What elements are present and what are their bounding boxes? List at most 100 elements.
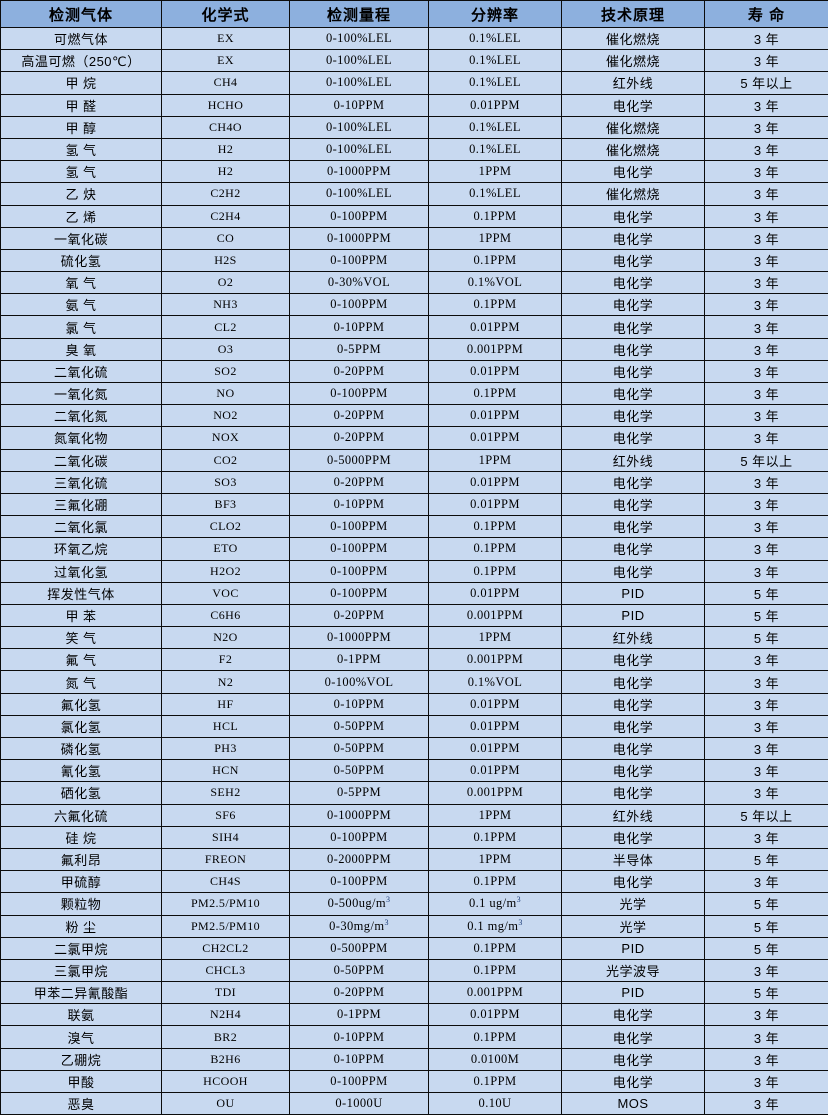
cell-life: 3 年 bbox=[705, 338, 828, 360]
cell-resolution: 0.01PPM bbox=[429, 427, 562, 449]
cell-life: 5 年 bbox=[705, 915, 828, 937]
cell-formula: N2H4 bbox=[162, 1004, 290, 1026]
cell-life: 3 年 bbox=[705, 560, 828, 582]
cell-gas: 氧 气 bbox=[1, 272, 162, 294]
cell-life: 3 年 bbox=[705, 360, 828, 382]
cell-range: 0-10PPM bbox=[290, 693, 429, 715]
cell-formula: CH4 bbox=[162, 72, 290, 94]
cell-resolution: 0.1%LEL bbox=[429, 116, 562, 138]
cell-gas: 氰化氢 bbox=[1, 760, 162, 782]
cell-formula: C6H6 bbox=[162, 604, 290, 626]
cell-resolution: 0.01PPM bbox=[429, 360, 562, 382]
cell-range: 0-50PPM bbox=[290, 738, 429, 760]
cell-formula: O2 bbox=[162, 272, 290, 294]
cell-life: 5 年以上 bbox=[705, 72, 828, 94]
cell-gas: 氮氧化物 bbox=[1, 427, 162, 449]
cell-formula: NOX bbox=[162, 427, 290, 449]
cell-life: 3 年 bbox=[705, 871, 828, 893]
cell-resolution: 0.1%LEL bbox=[429, 28, 562, 50]
cell-range: 0-50PPM bbox=[290, 715, 429, 737]
cell-formula: SEH2 bbox=[162, 782, 290, 804]
cell-tech: 光学 bbox=[562, 915, 705, 937]
cell-resolution: 0.001PPM bbox=[429, 604, 562, 626]
unit-exponent: 3 bbox=[517, 895, 521, 904]
cell-gas: 三氟化硼 bbox=[1, 493, 162, 515]
cell-life: 3 年 bbox=[705, 693, 828, 715]
cell-gas: 可燃气体 bbox=[1, 28, 162, 50]
cell-life: 3 年 bbox=[705, 826, 828, 848]
cell-tech: PID bbox=[562, 982, 705, 1004]
cell-life: 5 年 bbox=[705, 848, 828, 870]
cell-life: 5 年 bbox=[705, 893, 828, 915]
cell-range: 0-500PPM bbox=[290, 937, 429, 959]
cell-tech: 电化学 bbox=[562, 738, 705, 760]
cell-life: 3 年 bbox=[705, 427, 828, 449]
cell-gas: 氟化氢 bbox=[1, 693, 162, 715]
cell-tech: 电化学 bbox=[562, 760, 705, 782]
cell-tech: 电化学 bbox=[562, 871, 705, 893]
cell-tech: 电化学 bbox=[562, 405, 705, 427]
cell-formula: SIH4 bbox=[162, 826, 290, 848]
cell-resolution: 0.0100M bbox=[429, 1048, 562, 1070]
cell-range: 0-1000PPM bbox=[290, 804, 429, 826]
cell-tech: 电化学 bbox=[562, 1004, 705, 1026]
cell-gas: 甲 醛 bbox=[1, 94, 162, 116]
cell-life: 3 年 bbox=[705, 316, 828, 338]
cell-range: 0-100%LEL bbox=[290, 28, 429, 50]
cell-tech: 电化学 bbox=[562, 538, 705, 560]
cell-life: 3 年 bbox=[705, 50, 828, 72]
cell-gas: 恶臭 bbox=[1, 1093, 162, 1115]
cell-formula: CL2 bbox=[162, 316, 290, 338]
cell-range: 0-100PPM bbox=[290, 582, 429, 604]
cell-resolution: 0.001PPM bbox=[429, 649, 562, 671]
cell-tech: 电化学 bbox=[562, 693, 705, 715]
cell-life: 3 年 bbox=[705, 1004, 828, 1026]
cell-resolution: 0.001PPM bbox=[429, 982, 562, 1004]
cell-range: 0-10PPM bbox=[290, 94, 429, 116]
cell-resolution: 0.01PPM bbox=[429, 316, 562, 338]
cell-resolution: 0.01PPM bbox=[429, 693, 562, 715]
cell-resolution: 0.1%LEL bbox=[429, 183, 562, 205]
cell-gas: 颗粒物 bbox=[1, 893, 162, 915]
cell-tech: 催化燃烧 bbox=[562, 138, 705, 160]
cell-life: 5 年 bbox=[705, 604, 828, 626]
cell-tech: 催化燃烧 bbox=[562, 183, 705, 205]
cell-life: 3 年 bbox=[705, 183, 828, 205]
cell-tech: 电化学 bbox=[562, 427, 705, 449]
cell-gas: 硫化氢 bbox=[1, 249, 162, 271]
cell-life: 5 年 bbox=[705, 982, 828, 1004]
cell-formula: EX bbox=[162, 28, 290, 50]
cell-life: 3 年 bbox=[705, 249, 828, 271]
cell-tech: 电化学 bbox=[562, 560, 705, 582]
cell-resolution: 0.01PPM bbox=[429, 471, 562, 493]
cell-tech: 红外线 bbox=[562, 72, 705, 94]
cell-range: 0-1000PPM bbox=[290, 161, 429, 183]
cell-gas: 氢 气 bbox=[1, 138, 162, 160]
cell-life: 3 年 bbox=[705, 227, 828, 249]
cell-life: 3 年 bbox=[705, 760, 828, 782]
cell-life: 3 年 bbox=[705, 493, 828, 515]
cell-tech: 电化学 bbox=[562, 649, 705, 671]
cell-formula: SO3 bbox=[162, 471, 290, 493]
cell-life: 5 年以上 bbox=[705, 449, 828, 471]
